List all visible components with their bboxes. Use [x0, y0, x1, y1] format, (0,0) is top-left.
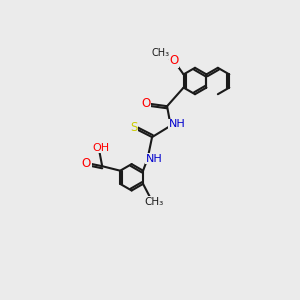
Text: OH: OH	[92, 142, 109, 153]
Text: NH: NH	[146, 154, 163, 164]
Text: S: S	[130, 121, 138, 134]
Text: CH₃: CH₃	[144, 197, 163, 207]
Text: CH₃: CH₃	[152, 49, 169, 58]
Text: O: O	[169, 55, 178, 68]
Text: O: O	[141, 97, 151, 110]
Text: NH: NH	[169, 119, 186, 129]
Text: O: O	[82, 157, 91, 170]
